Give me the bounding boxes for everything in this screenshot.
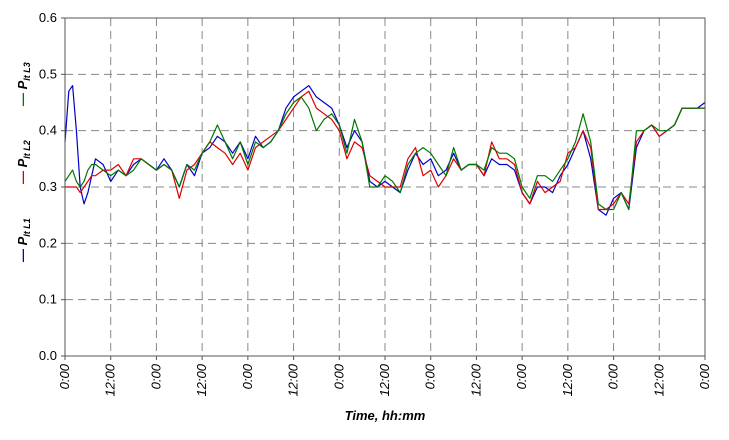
series-lines — [64, 85, 706, 216]
x-tick-labels: 0:00 12:00 0:00 12:00 0:00 12:00 0:00 12:00 0:00… — [57, 356, 712, 397]
x-tick-label: 12:00 — [194, 363, 209, 396]
x-tick-label: 12:00 — [286, 363, 301, 396]
x-tick-label: 0:00 — [423, 363, 438, 389]
x-axis-title: Time, hh:mm — [345, 408, 426, 423]
y-tick-label: 0.2 — [39, 235, 57, 250]
y-tick-label: 0.1 — [39, 292, 57, 307]
legend-subscript: lt L3 — [22, 62, 32, 81]
y-tick-labels: 0.0 0.1 0.2 0.3 0.4 0.5 0.6 — [39, 10, 65, 363]
legend-group: — Plt L1— Plt L2— Plt L3 — [15, 62, 32, 263]
x-tick-label: 12:00 — [377, 363, 392, 396]
x-tick-label: 0:00 — [606, 363, 621, 389]
legend-subscript: lt L1 — [22, 218, 32, 237]
y-tick-label: 0.3 — [39, 179, 57, 194]
legend-label: P — [15, 158, 30, 167]
series-line-3 — [64, 96, 705, 211]
x-tick-label: 12:00 — [103, 363, 118, 396]
legend-symbol: — — [15, 167, 30, 185]
legend-symbol: — — [15, 245, 30, 263]
y-tick-label: 0.0 — [39, 348, 57, 363]
x-tick-label: 0:00 — [514, 363, 529, 389]
legend-symbol: — — [15, 89, 30, 107]
x-tick-label: 0:00 — [57, 363, 72, 389]
legend: — Plt L1— Plt L2— Plt L3 — [15, 62, 32, 263]
x-tick-label: 0:00 — [697, 363, 712, 389]
y-tick-label: 0.4 — [39, 123, 57, 138]
x-tick-label: 0:00 — [148, 363, 163, 389]
legend-item-2: — Plt L2 — [15, 140, 32, 185]
x-tick-label: 0:00 — [240, 363, 255, 389]
x-tick-label: 12:00 — [560, 363, 575, 396]
legend-label: P — [15, 80, 30, 89]
x-tick-label: 12:00 — [651, 363, 666, 396]
y-tick-label: 0.5 — [39, 66, 57, 81]
y-tick-label: 0.6 — [39, 10, 57, 25]
x-tick-label: 0:00 — [331, 363, 346, 389]
legend-subscript: lt L2 — [22, 140, 32, 159]
legend-item-3: — Plt L3 — [15, 62, 32, 107]
legend-item-1: — Plt L1 — [15, 218, 32, 263]
legend-label: P — [15, 236, 30, 245]
x-tick-label: 12:00 — [468, 363, 483, 396]
